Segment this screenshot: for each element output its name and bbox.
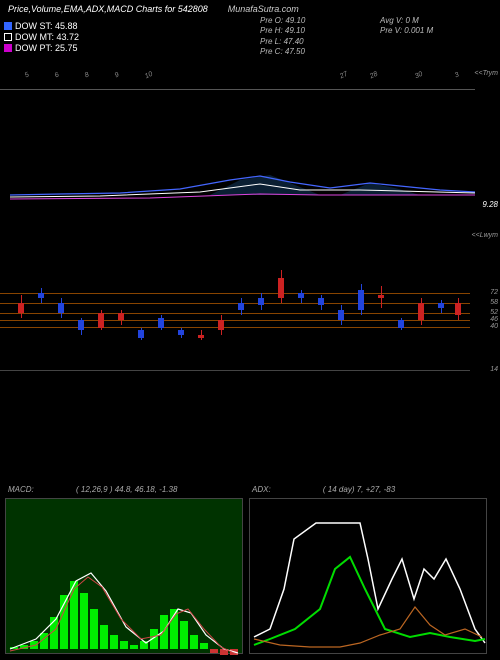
price-line-chart [0, 0, 480, 220]
macd-svg [6, 499, 244, 655]
lwym-label: <<Lwym [472, 232, 498, 239]
adx-title: ADX: [252, 485, 271, 494]
indicator-panels: MACD: ( 12,26,9 ) 44.8, 46.18, -1.38 ADX… [5, 498, 487, 654]
adx-panel: ADX: ( 14 day) 7, +27, -83 [249, 498, 487, 654]
macd-title: MACD: [8, 485, 34, 494]
macd-panel: MACD: ( 12,26,9 ) 44.8, 46.18, -1.38 [5, 498, 243, 654]
macd-params: ( 12,26,9 ) 44.8, 46.18, -1.38 [76, 485, 177, 494]
adx-svg [250, 499, 488, 655]
price-value-right: 9.28 [482, 200, 498, 209]
adx-params: ( 14 day) 7, +27, -83 [323, 485, 395, 494]
